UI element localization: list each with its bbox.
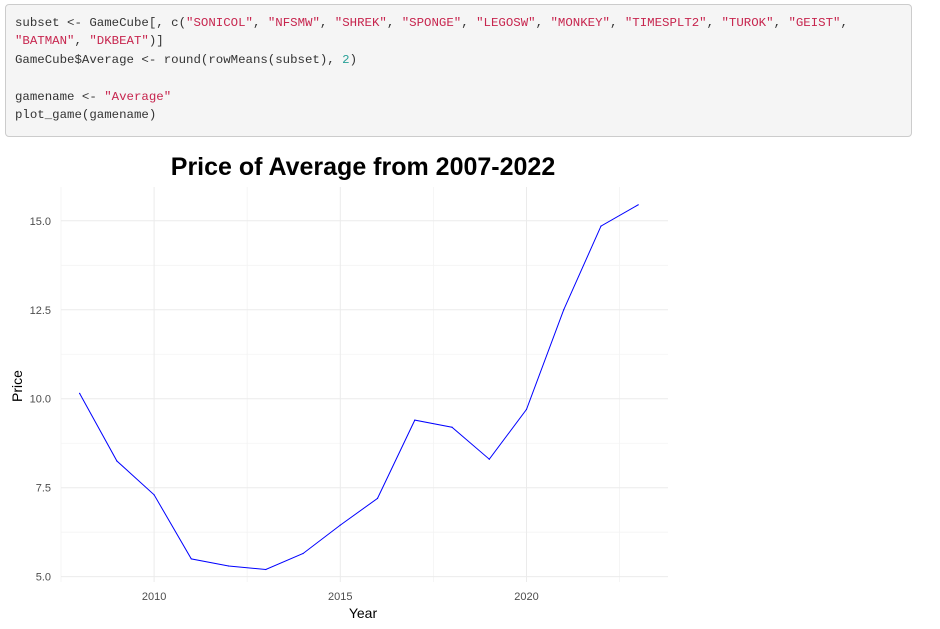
code-line: subset <- GameCube[, c("SONICOL", "NFSMW… [15, 14, 902, 32]
x-tick-labels: 2010 2015 2020 [142, 591, 539, 603]
code-text: GameCube$Average <- round(rowMeans(subse… [15, 52, 343, 67]
code-line: plot_game(gamename) [15, 106, 902, 124]
data-point [153, 494, 155, 496]
y-tick-label: 7.5 [36, 483, 51, 495]
data-point [339, 524, 341, 526]
x-tick-label: 2020 [514, 591, 538, 603]
x-tick-label: 2010 [142, 591, 166, 603]
data-point [414, 419, 416, 421]
code-text: )] [148, 34, 164, 49]
y-axis-title: Price [9, 370, 25, 402]
data-point [525, 408, 528, 411]
x-axis-title: Year [349, 605, 378, 621]
y-tick-labels: 5.0 7.5 10.0 12.5 15.0 [30, 216, 51, 584]
code-line: GameCube$Average <- round(rowMeans(subse… [15, 51, 902, 69]
chart-title: Price of Average from 2007-2022 [171, 153, 555, 181]
code-string: "BATMAN" [15, 34, 75, 49]
code-text: , [840, 16, 848, 30]
data-point [79, 392, 81, 394]
code-string: "SHREK" [334, 16, 387, 30]
code-text: gamename <- [15, 89, 105, 104]
code-text: , [609, 16, 625, 30]
code-text: , [461, 16, 477, 30]
series-layer [79, 204, 639, 571]
major-gridlines [61, 187, 668, 582]
code-text: , [252, 16, 268, 30]
code-text: subset <- GameCube[, c( [15, 16, 187, 30]
code-text: , [386, 16, 402, 30]
code-string: "TIMESPLT2" [624, 16, 707, 30]
code-line: gamename <- "Average" [15, 88, 902, 106]
code-text: , [535, 16, 551, 30]
data-point [265, 568, 267, 571]
code-text: , [74, 34, 90, 49]
data-point [302, 552, 304, 555]
data-point [116, 460, 118, 462]
data-point [376, 497, 379, 499]
code-string: "GEIST" [788, 16, 841, 30]
code-line [15, 69, 902, 87]
code-string: "Average" [104, 89, 172, 104]
code-line: "BATMAN", "DKBEAT")] [15, 32, 902, 50]
data-point [600, 225, 602, 227]
code-text: , [319, 16, 335, 30]
code-text: ) [349, 52, 358, 67]
data-point [488, 458, 490, 460]
x-tick-label: 2015 [328, 591, 352, 603]
code-block: subset <- GameCube[, c("SONICOL", "NFSMW… [5, 4, 912, 137]
code-string: "SONICOL" [186, 16, 253, 30]
code-string: "NFSMW" [267, 16, 320, 30]
code-text: , [773, 16, 789, 30]
minor-gridlines [60, 187, 668, 582]
y-tick-label: 10.0 [30, 394, 51, 406]
code-string: "TUROK" [721, 16, 774, 30]
code-string: "DKBEAT" [89, 34, 149, 49]
y-tick-label: 12.5 [30, 305, 51, 317]
y-tick-label: 5.0 [36, 572, 51, 584]
data-point [451, 426, 453, 428]
line-chart: 5.0 7.5 10.0 12.5 15.0 2010 2015 2020 Price of… [9, 153, 668, 621]
y-tick-label: 15.0 [30, 216, 51, 228]
series-line [79, 204, 639, 571]
data-point [190, 558, 192, 560]
data-point [563, 309, 565, 311]
code-text: plot_game(gamename) [15, 107, 157, 122]
code-text: , [706, 16, 722, 30]
code-string: "SPONGE" [401, 16, 462, 30]
code-number: 2 [342, 52, 350, 67]
code-string: "LEGOSW" [476, 16, 536, 30]
code-string: "MONKEY" [550, 16, 610, 30]
data-point [637, 204, 639, 206]
data-point [227, 565, 230, 567]
